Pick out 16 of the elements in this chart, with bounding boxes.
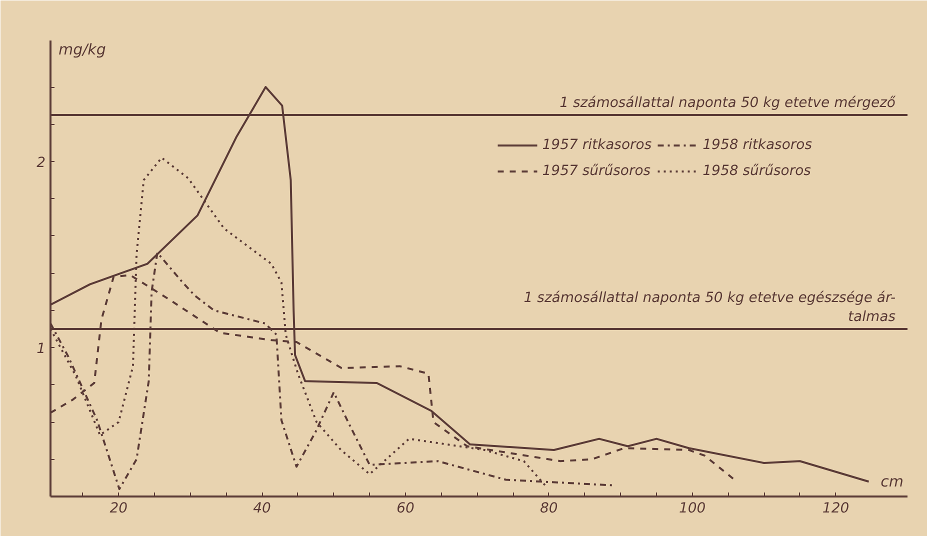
legend-label: 1957 sűrűsoros [542,163,651,179]
y-axis-title: mg/kg [58,40,106,58]
x-tick-label: 80 [540,500,558,516]
legend-label: 1958 sűrűsoros [702,163,811,179]
x-tick-label: 60 [396,500,414,516]
x-tick-label: 20 [110,500,128,516]
y-tick-label: 1 [36,341,46,358]
ref-line-label: 1 számosállattal naponta 50 kg etetve mérgező [560,94,896,111]
legend-label: 1957 ritkasoros [542,137,652,153]
legend-label: 1958 ritkasoros [702,137,812,153]
x-tick-label: 100 [678,500,706,516]
y-tick-label: 2 [36,154,46,171]
x-tick-label: 40 [253,500,272,516]
x-tick-label: 120 [822,500,850,516]
x-axis-title: cm [880,472,904,490]
ref-line-label: 1 számosállattal naponta 50 kg etetve egészsége ár- talmas [524,290,896,325]
